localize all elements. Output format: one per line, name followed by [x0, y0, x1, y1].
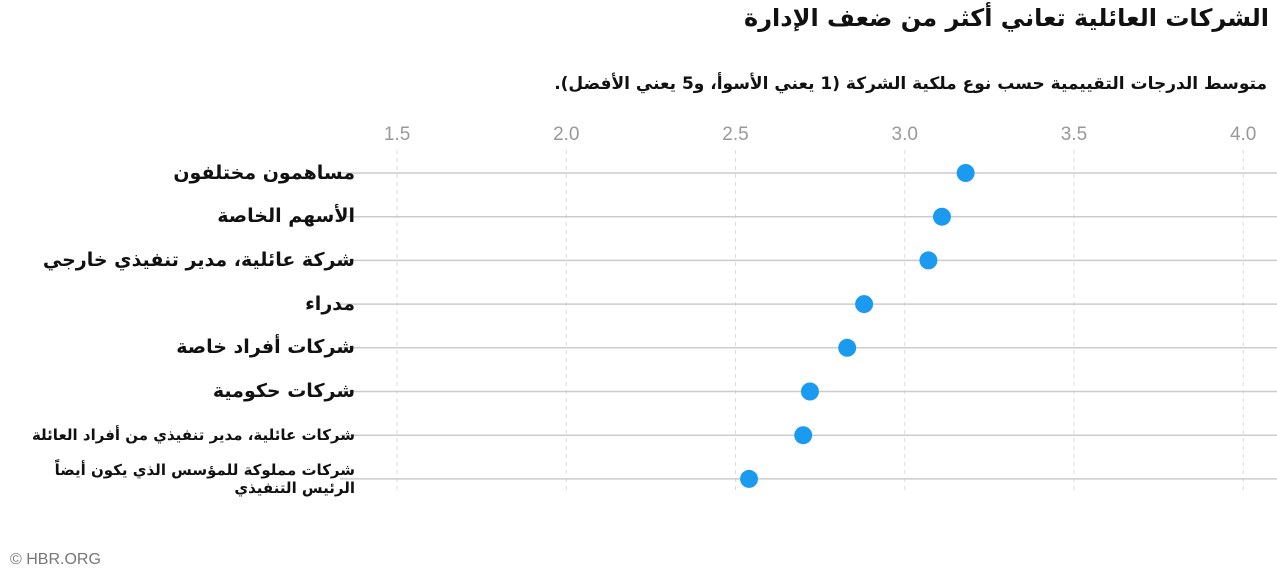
x-tick-label: 2.0 [553, 124, 579, 145]
category-label: مدراء [305, 292, 355, 315]
dot [838, 338, 857, 357]
x-tick-label: 3.5 [1061, 124, 1087, 145]
chart-title: الشركات العائلية تعاني أكثر من ضعف الإدا… [744, 4, 1269, 32]
category-label: مساهمون مختلفون [173, 161, 355, 184]
dot [740, 469, 759, 488]
source: © HBR.ORG [10, 551, 101, 568]
dot [932, 207, 951, 226]
category-label: الأسهم الخاصة [217, 205, 355, 228]
dot [956, 164, 975, 182]
chart-subtitle: متوسط الدرجات التقييمية حسب نوع ملكية ال… [554, 74, 1267, 94]
dot [800, 382, 819, 401]
x-tick-label: 1.5 [384, 124, 410, 145]
x-tick-label: 4.0 [1230, 124, 1256, 145]
dot [855, 295, 874, 314]
category-label: شركات حكومية [212, 380, 355, 402]
dot [919, 251, 938, 270]
x-tick-label: 2.5 [722, 124, 748, 145]
category-label: شركة عائلية، مدير تنفيذي خارجي [42, 248, 355, 271]
dot [794, 426, 813, 445]
category-label: شركات أفراد خاصة [176, 336, 355, 359]
category-label: شركات عائلية، مدير تنفيذي من أفراد العائ… [31, 426, 355, 445]
x-tick-label: 3.0 [892, 124, 918, 145]
category-label: شركات مملوكة للمؤسس الذي يكون أيضاً الرئ… [54, 460, 355, 497]
